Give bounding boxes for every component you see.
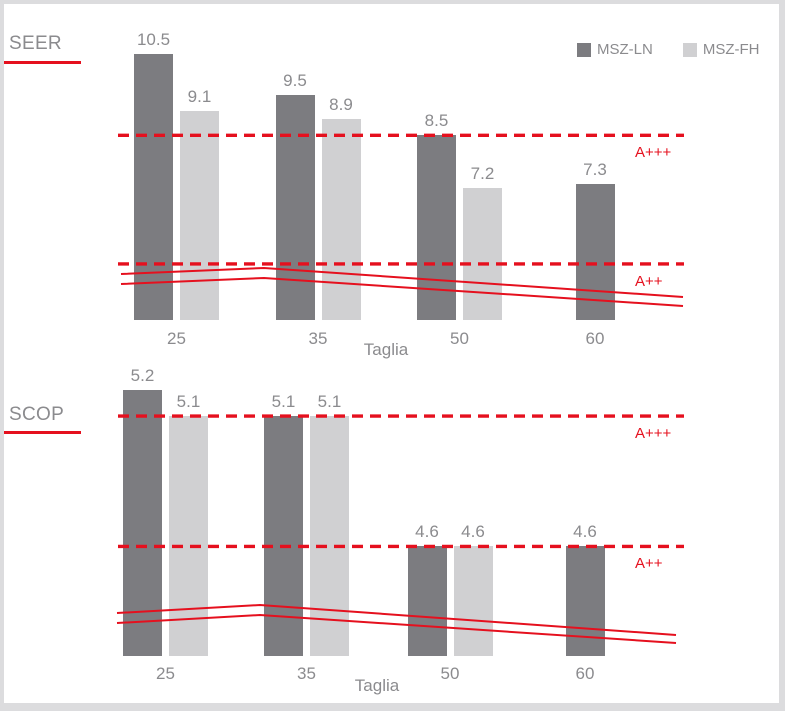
scop-title-underline	[0, 431, 81, 434]
bar-value-label: 8.9	[329, 95, 353, 115]
x-tick-label: 25	[167, 329, 186, 348]
bar-value-label: 5.1	[176, 392, 201, 412]
x-tick-label: 35	[297, 664, 316, 683]
bar-value-label: 4.6	[415, 522, 439, 542]
bar-value-label: 5.2	[130, 366, 155, 385]
threshold-label: A+++	[635, 144, 672, 162]
x-tick-label: 50	[440, 664, 460, 683]
threshold-label: A+++	[635, 425, 672, 443]
seer-x-axis-title: Taglia	[363, 340, 409, 359]
bar-value-label: 7.3	[583, 160, 607, 179]
bar-msz-fh	[310, 416, 349, 656]
x-tick-label: 60	[585, 329, 605, 348]
scop-x-axis-title: Taglia	[354, 676, 400, 695]
bar-msz-ln	[575, 184, 615, 320]
x-tick-label: 50	[450, 329, 469, 348]
bar-value-label: 10.5	[136, 30, 171, 50]
bar-msz-ln	[264, 416, 303, 656]
bar-msz-ln	[275, 94, 315, 320]
bar-value-label: 5.1	[317, 392, 342, 412]
card-frame-bottom	[0, 703, 785, 711]
seer-title-underline	[0, 61, 81, 64]
bar-value-label: 4.6	[573, 522, 597, 542]
card-frame-right	[779, 0, 785, 711]
bar-value-label: 5.1	[271, 392, 296, 412]
bar-value-label: 8.5	[424, 111, 449, 131]
bar-value-label: 4.6	[461, 522, 485, 542]
bar-msz-fh	[321, 119, 361, 320]
x-tick-label: 35	[308, 329, 328, 348]
bar-value-label: 9.1	[187, 86, 212, 106]
bar-msz-ln	[123, 390, 162, 656]
bar-msz-fh	[453, 546, 493, 656]
bar-msz-ln	[417, 135, 456, 320]
bar-msz-ln	[134, 54, 173, 320]
card-frame-top	[0, 0, 785, 4]
legend-swatch-msz-ln	[577, 42, 591, 57]
bar-msz-fh	[180, 110, 219, 320]
seer-chart-title: SEER	[9, 33, 62, 54]
legend-label-msz-ln: MSZ-LN	[597, 41, 653, 58]
card-frame-left	[0, 0, 4, 711]
bar-msz-ln	[565, 546, 605, 656]
legend-swatch-msz-fh	[682, 42, 697, 57]
legend: MSZ-LN MSZ-FH	[577, 41, 760, 58]
bar-msz-fh	[169, 416, 208, 656]
threshold-label: A++	[635, 555, 663, 573]
bar-value-label: 9.5	[283, 70, 307, 90]
x-tick-label: 25	[156, 664, 175, 683]
bar-msz-fh	[463, 188, 502, 320]
legend-label-msz-fh: MSZ-FH	[702, 41, 760, 58]
bar-value-label: 7.2	[470, 164, 495, 184]
scop-chart-title: SCOP	[9, 404, 65, 425]
threshold-label: A++	[635, 272, 663, 290]
x-tick-label: 60	[575, 664, 595, 683]
bar-msz-ln	[407, 546, 447, 656]
